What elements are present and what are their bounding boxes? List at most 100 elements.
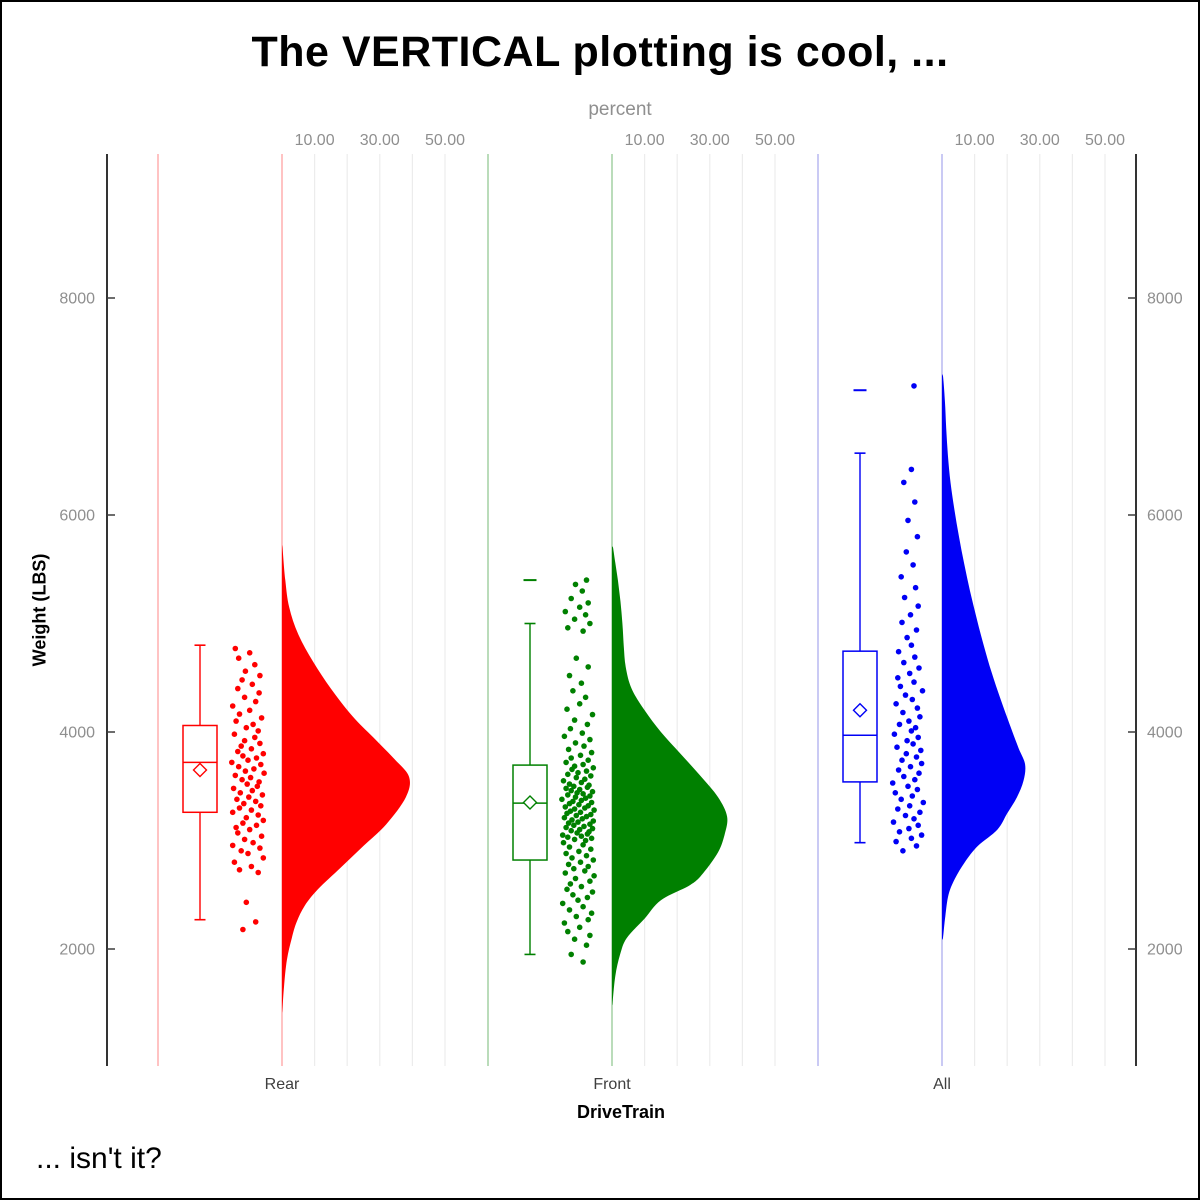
jitter-dot <box>260 750 267 757</box>
jitter-dot <box>571 836 578 843</box>
jitter-dot <box>258 761 264 768</box>
jitter-dot <box>903 750 910 757</box>
jitter-dot <box>231 731 238 737</box>
jitter-dot <box>573 913 580 920</box>
jitter-dot <box>258 833 265 839</box>
jitter-dot <box>234 796 240 803</box>
jitter-dot <box>566 781 573 787</box>
footnote: ... isn't it? <box>36 1142 162 1175</box>
jitter-dot <box>572 794 579 800</box>
jitter-dot <box>583 577 590 583</box>
jitter-dot <box>909 696 916 703</box>
jitter-dot <box>589 711 596 718</box>
jitter-dot <box>578 883 585 890</box>
jitter-dot <box>889 780 896 786</box>
jitter-dot <box>246 826 253 833</box>
jitter-dot <box>576 786 583 793</box>
category-label-front: Front <box>593 1076 631 1093</box>
jitter-dot <box>235 655 242 661</box>
jitter-dot <box>233 824 239 831</box>
jitter-dot <box>570 798 576 805</box>
jitter-dot <box>578 797 585 804</box>
jitter-dot <box>910 741 916 747</box>
jitter-dot <box>579 588 586 594</box>
jitter-dot <box>905 517 911 524</box>
jitter-dot <box>899 757 905 763</box>
jitter-dot <box>570 892 576 898</box>
jitter-dot <box>899 619 905 626</box>
jitter-dot <box>245 850 251 857</box>
jitter-dot <box>893 838 899 845</box>
jitter-dot <box>240 753 246 759</box>
jitter-dot <box>246 794 252 800</box>
jitter-dot <box>253 755 260 761</box>
jitter-dot <box>587 932 593 939</box>
jitter-dot <box>231 859 238 865</box>
jitter-dot <box>235 685 241 692</box>
jitter-dot <box>258 803 264 809</box>
jitter-dot <box>573 655 580 661</box>
jitter-dot <box>584 894 591 901</box>
mean-diamond-rear <box>192 762 208 778</box>
jitter-dot <box>588 835 595 842</box>
jitter-dot <box>567 881 574 887</box>
jitter-dot <box>560 778 567 784</box>
jitter-dot <box>578 833 585 839</box>
jitter-dot <box>582 694 589 701</box>
jitter-dot <box>908 728 915 734</box>
jitter-dot <box>906 718 912 724</box>
jitter-dot <box>916 770 922 776</box>
y-axis-label: Weight (LBS) <box>29 553 50 667</box>
jitter-dot <box>584 721 591 728</box>
jitter-dot <box>911 679 917 685</box>
jitter-dot <box>914 533 921 540</box>
jitter-dot <box>563 785 569 792</box>
jitter-dot <box>243 899 250 906</box>
jitter-dot <box>568 827 574 834</box>
jitter-dot <box>249 681 256 688</box>
jitter-dot <box>912 654 918 660</box>
jitter-dot <box>246 707 253 714</box>
jitter-dot <box>585 916 591 923</box>
jitter-dot <box>916 665 922 671</box>
jitter-dot <box>229 842 236 849</box>
jitter-dot <box>232 772 239 779</box>
jitter-dot <box>912 499 918 505</box>
jitter-dot <box>580 761 586 768</box>
jitter-dot <box>587 878 593 884</box>
violin-rear <box>282 545 410 1013</box>
jitter-dot <box>908 835 915 842</box>
jitter-dot <box>559 832 566 838</box>
jitter-dot <box>241 694 248 701</box>
jitter-dot <box>587 736 593 743</box>
y-tick-label-left: 2000 <box>59 942 95 959</box>
jitter-dot <box>890 819 897 825</box>
jitter-dot <box>229 809 236 816</box>
jitter-dot <box>565 746 572 753</box>
jitter-dot <box>571 763 578 769</box>
jitter-dot <box>575 819 581 825</box>
jitter-dot <box>246 650 253 656</box>
jitter-dot <box>589 889 596 895</box>
jitter-dot <box>565 792 571 798</box>
jitter-cloud-all <box>889 383 927 854</box>
jitter-dot <box>588 773 594 779</box>
jitter-dot <box>917 714 923 720</box>
jitter-dot <box>581 743 587 749</box>
mean-diamond-all <box>852 702 868 718</box>
boxplot-front <box>512 579 548 956</box>
jitter-dot <box>904 737 910 744</box>
percent-tick-label: 30.00 <box>690 132 730 149</box>
jitter-dot <box>243 724 250 731</box>
jitter-dot <box>573 774 580 781</box>
jitter-dot <box>564 706 570 712</box>
jitter-dot <box>248 746 255 752</box>
jitter-dot <box>586 782 592 788</box>
jitter-dot <box>257 672 263 679</box>
jitter-dot <box>576 801 582 808</box>
jitter-dot <box>576 924 583 931</box>
jitter-dot <box>583 852 590 859</box>
jitter-dot <box>588 910 595 916</box>
percent-tick-label: 10.00 <box>295 132 335 149</box>
